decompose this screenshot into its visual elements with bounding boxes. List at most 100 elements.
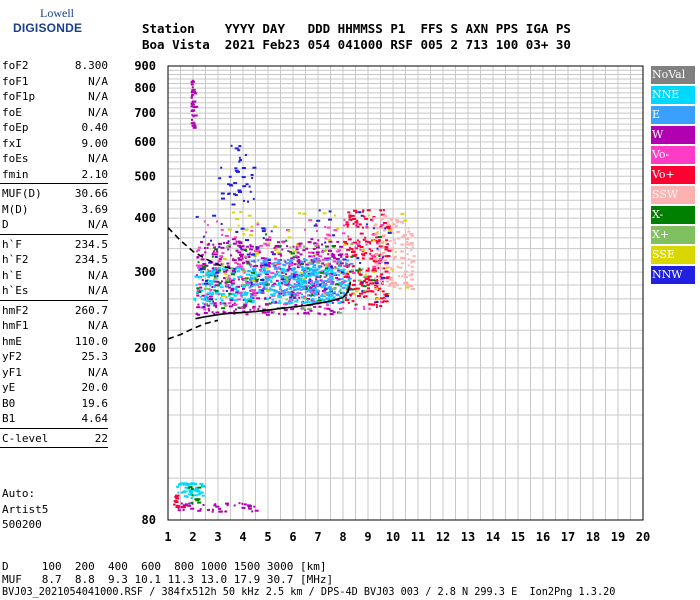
echo-point (207, 276, 211, 279)
echo-point (250, 174, 254, 176)
echo-point (201, 294, 206, 297)
echo-point (197, 249, 200, 252)
echo-point (363, 215, 366, 218)
echo-point (324, 257, 328, 260)
echo-point (358, 267, 361, 270)
echo-point (212, 243, 215, 246)
echo-point (287, 285, 290, 288)
echo-point (337, 262, 340, 265)
param-value: N/A (88, 90, 108, 103)
echo-point (281, 271, 285, 274)
echo-point (215, 311, 220, 314)
echo-point (327, 234, 332, 237)
x-tick-label: 5 (264, 530, 271, 544)
echo-point (218, 282, 222, 284)
echo-point (326, 272, 329, 275)
echo-point (242, 285, 246, 288)
echo-point (300, 265, 304, 268)
echo-point (337, 267, 340, 270)
echo-point (307, 267, 310, 270)
echo-point (392, 238, 396, 241)
echo-point (365, 281, 369, 284)
echo-point (288, 300, 291, 303)
echo-point (301, 269, 305, 271)
echo-point (245, 301, 248, 304)
echo-point (362, 289, 366, 292)
echo-point (308, 294, 310, 297)
echo-point (282, 263, 286, 266)
echo-point (304, 276, 307, 279)
echo-point (376, 275, 379, 278)
echo-point (345, 262, 349, 265)
y-tick-label: 300 (134, 265, 156, 279)
echo-point (355, 222, 359, 225)
echo-point (306, 270, 311, 273)
y-tick-label: 900 (134, 59, 156, 73)
auto-artist: Artist5 (2, 502, 49, 516)
param-row: h`F 234.5 (0, 237, 112, 253)
echo-point (191, 79, 194, 82)
x-tick-label: 20 (636, 530, 650, 544)
echo-point (196, 287, 200, 290)
echo-point (280, 276, 285, 278)
echo-point (311, 284, 316, 287)
x-tick-label: 1 (164, 530, 171, 544)
echo-point (376, 283, 381, 286)
echo-point (246, 262, 251, 265)
echo-point (359, 271, 362, 274)
echo-point (390, 268, 395, 271)
param-value: N/A (88, 152, 108, 165)
echo-point (307, 311, 310, 314)
x-tick-label: 14 (486, 530, 500, 544)
echo-point (268, 236, 272, 239)
echo-point (264, 277, 269, 279)
param-value: 25.3 (81, 350, 109, 363)
echo-point (193, 297, 197, 300)
echo-point (348, 218, 352, 221)
echo-point (196, 294, 200, 297)
logo-lowell-text: Lowell (40, 6, 74, 20)
echo-point (271, 275, 274, 278)
echo-point (328, 240, 333, 243)
echo-point (323, 307, 327, 310)
echo-point (273, 310, 276, 313)
echo-point (344, 284, 349, 287)
echo-point (236, 293, 239, 295)
param-name: B0 (2, 396, 16, 410)
echo-point (395, 284, 399, 287)
echo-point (197, 509, 202, 512)
echo-point (269, 275, 271, 278)
echo-point (302, 300, 305, 303)
echo-point (241, 176, 246, 179)
echo-point (198, 265, 203, 268)
echo-point (351, 265, 354, 268)
echo-point (286, 302, 288, 305)
echo-point (246, 245, 250, 248)
echo-point (295, 248, 299, 251)
echo-point (277, 296, 281, 298)
echo-point (254, 278, 259, 281)
echo-point (225, 502, 229, 505)
echo-point (344, 280, 347, 283)
echo-point (315, 242, 319, 245)
echo-point (223, 277, 227, 280)
echo-point (330, 282, 334, 285)
echo-point (264, 269, 266, 272)
echo-point (254, 252, 259, 255)
echo-point (266, 310, 270, 313)
echo-point (213, 312, 216, 315)
echo-point (208, 295, 213, 298)
echo-point (238, 258, 243, 261)
echo-point (385, 295, 389, 297)
echo-point (195, 284, 198, 287)
echo-point (218, 242, 222, 245)
echo-point (323, 313, 327, 316)
echo-point (339, 288, 342, 291)
echo-point (358, 268, 363, 271)
echo-point (232, 211, 235, 214)
x-tick-label: 19 (611, 530, 625, 544)
echo-point (304, 291, 307, 294)
echo-point (302, 297, 307, 300)
echo-point (366, 284, 370, 286)
echo-point (352, 265, 355, 268)
